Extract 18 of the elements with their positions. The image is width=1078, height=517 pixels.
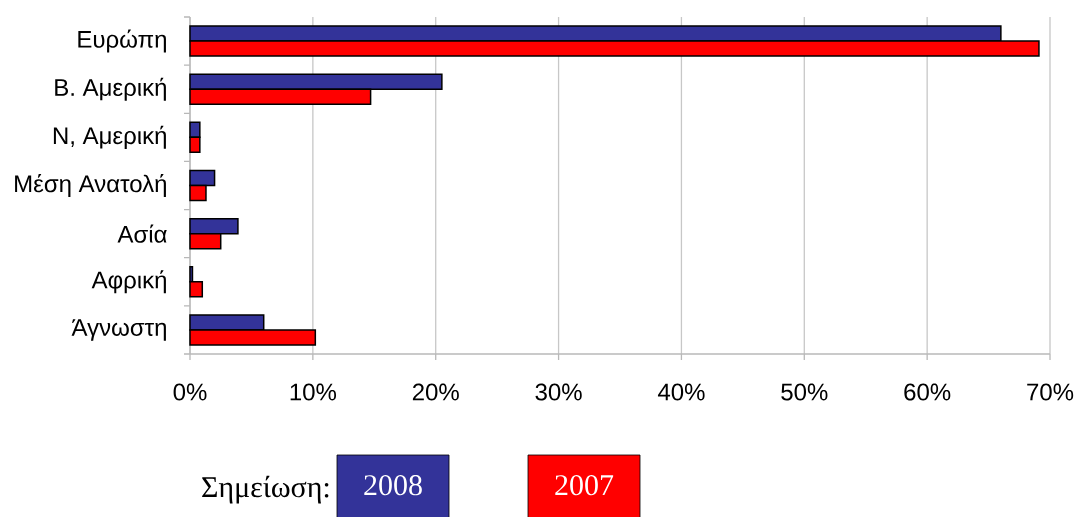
y-tick-label: Ν, Αμερική — [53, 125, 166, 149]
x-tick-label: 60% — [904, 383, 951, 401]
x-tick-label: 10% — [290, 383, 337, 401]
y-tick-label: Ασία — [117, 224, 167, 243]
y-tick-label: Ευρώπη — [78, 29, 166, 53]
x-tick-label: 0% — [173, 383, 207, 401]
y-tick-label: Άγνωστη — [71, 319, 166, 341]
y-tick-label: Β. Αμερική — [55, 77, 166, 101]
text: 2008 — [364, 475, 422, 496]
text: 2007 — [555, 475, 614, 496]
legend-title: Σημείωση: — [202, 475, 329, 504]
y-tick-label: Μέση Ανατολή — [15, 173, 166, 198]
x-tick-label: 20% — [412, 383, 459, 401]
y-tick-label: Αφρική — [91, 270, 166, 294]
x-tick-label: 50% — [781, 383, 828, 401]
x-tick-label: 40% — [657, 383, 705, 401]
x-tick-label: 30% — [535, 383, 582, 401]
x-tick-label: 70% — [1027, 383, 1074, 401]
